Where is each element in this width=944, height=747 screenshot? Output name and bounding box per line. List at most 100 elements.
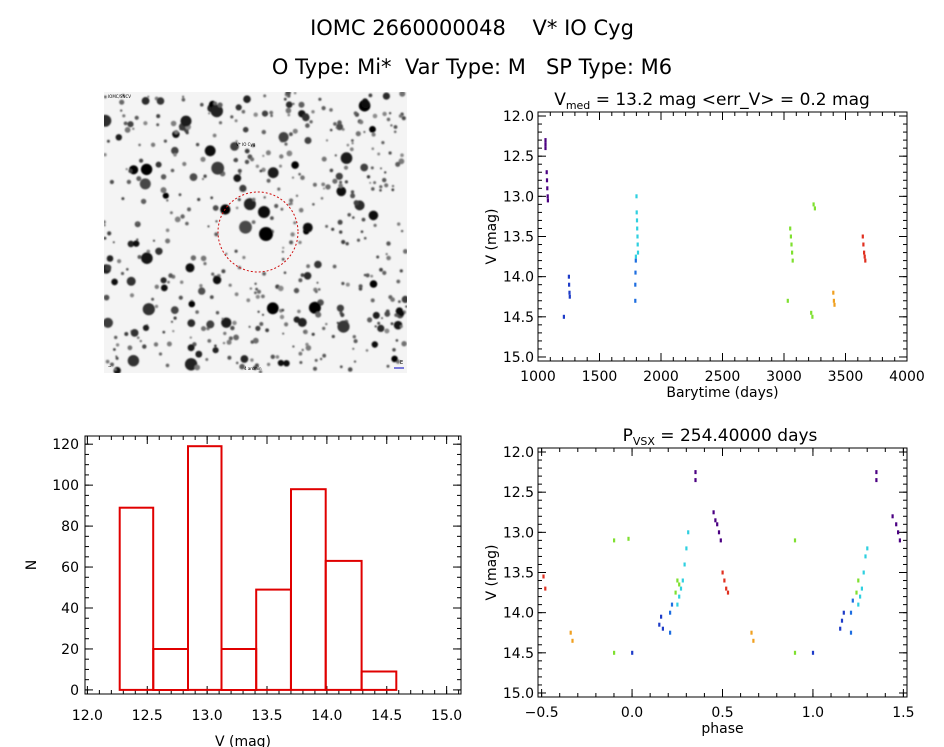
star xyxy=(279,154,284,159)
star xyxy=(303,272,312,280)
star xyxy=(218,121,223,125)
star xyxy=(254,282,257,285)
y-axis-label: V (mag) xyxy=(484,544,500,600)
data-point xyxy=(546,198,549,203)
star xyxy=(166,199,169,202)
star xyxy=(233,334,240,341)
star xyxy=(172,330,175,333)
star xyxy=(351,139,354,142)
star xyxy=(358,284,363,289)
star xyxy=(234,249,238,253)
star xyxy=(390,124,393,127)
star xyxy=(304,137,312,144)
data-point xyxy=(723,578,726,583)
data-point xyxy=(674,590,677,595)
data-point xyxy=(752,638,755,643)
star xyxy=(371,132,376,137)
histogram-bar xyxy=(152,648,190,691)
star xyxy=(341,239,346,245)
star xyxy=(130,329,139,337)
star xyxy=(325,322,328,326)
star xyxy=(158,352,163,356)
data-point xyxy=(875,470,878,475)
star xyxy=(303,330,307,334)
x-tick-label: 1000 xyxy=(520,369,556,385)
star xyxy=(251,220,256,225)
star xyxy=(385,253,388,256)
star xyxy=(227,355,232,360)
star xyxy=(170,168,175,173)
star xyxy=(377,321,381,325)
star xyxy=(253,112,258,117)
data-point xyxy=(635,194,638,199)
star xyxy=(235,361,239,365)
star xyxy=(373,181,377,185)
star xyxy=(203,262,207,266)
star xyxy=(243,198,256,211)
star xyxy=(115,134,122,141)
star xyxy=(207,339,212,343)
star xyxy=(317,288,321,291)
star xyxy=(393,125,398,129)
y-tick-label: 14.5 xyxy=(503,310,534,326)
data-point xyxy=(851,598,854,603)
star xyxy=(335,126,338,129)
star xyxy=(343,165,349,170)
star xyxy=(242,126,249,133)
star xyxy=(372,311,380,319)
star xyxy=(174,130,179,135)
star xyxy=(332,178,338,184)
star xyxy=(274,203,279,209)
star xyxy=(259,322,264,326)
star xyxy=(353,111,358,116)
star xyxy=(388,151,392,155)
star xyxy=(195,142,200,147)
star xyxy=(325,139,329,142)
star xyxy=(228,283,232,287)
star xyxy=(215,311,220,315)
star xyxy=(382,92,390,100)
star xyxy=(360,163,369,172)
sky-image: IOMC/SNCV V* IO Cyg ~ 4 arcmin E xyxy=(104,92,407,373)
star xyxy=(121,197,125,201)
x-tick-label: 1.5 xyxy=(892,705,914,721)
star xyxy=(155,161,162,168)
y-tick-label: 120 xyxy=(52,437,79,453)
star xyxy=(230,115,234,119)
star xyxy=(165,238,171,244)
data-point xyxy=(694,470,697,475)
star xyxy=(322,353,327,358)
x-tick-label: 14.0 xyxy=(311,708,342,724)
data-point xyxy=(568,294,571,299)
star xyxy=(399,92,406,97)
data-point xyxy=(832,290,835,295)
star xyxy=(336,186,347,197)
star xyxy=(212,347,219,354)
star xyxy=(112,241,115,244)
star xyxy=(140,163,153,176)
star xyxy=(209,295,214,299)
data-point xyxy=(634,258,637,263)
data-point xyxy=(811,314,814,319)
sky-label-east: E xyxy=(400,360,403,366)
star xyxy=(338,183,343,189)
data-point xyxy=(793,650,797,655)
y-tick-label: 80 xyxy=(61,519,79,535)
star xyxy=(255,164,260,168)
star xyxy=(200,156,206,162)
lightcurve-plot: 1000 1500 2000 2500 3000 3500 4000 12.0 12.5 13.0… xyxy=(484,90,925,401)
data-point xyxy=(810,310,813,315)
star xyxy=(185,131,189,135)
star xyxy=(139,158,144,163)
x-tick-label: 13.5 xyxy=(251,708,282,724)
star xyxy=(369,126,376,133)
star xyxy=(287,113,291,117)
star xyxy=(241,109,246,114)
star xyxy=(104,294,110,301)
star xyxy=(239,220,252,234)
histogram-bar xyxy=(220,648,258,691)
histogram-bar xyxy=(187,445,223,691)
data-point xyxy=(726,590,730,595)
data-point xyxy=(634,298,637,303)
star xyxy=(283,271,287,274)
